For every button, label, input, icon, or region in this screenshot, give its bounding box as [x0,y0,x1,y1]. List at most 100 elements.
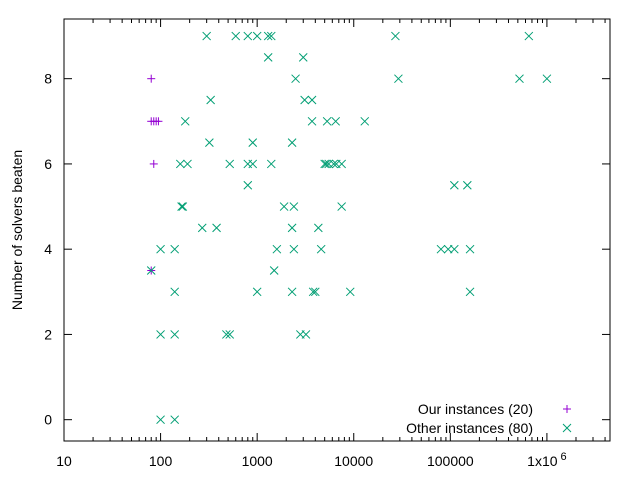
y-axis-ticks: 0 2 4 6 8 [44,71,610,428]
data-point [154,117,163,126]
data-point [248,138,258,147]
data-point [301,330,311,339]
data-point [542,74,552,84]
data-point [170,330,180,339]
series-our-instances [147,74,163,275]
data-point [272,244,282,254]
data-point [263,31,273,41]
legend-marker-other-instances [562,423,572,433]
x-tick-label: 10000 [334,453,373,469]
data-point [394,74,403,84]
data-point [436,244,446,254]
data-point [322,116,332,126]
x-tick-label: 100 [149,453,173,469]
data-point [156,244,165,254]
data-point [449,180,459,190]
x-tick-exponent: 6 [561,451,567,463]
data-point [515,74,524,84]
data-point [320,159,330,169]
data-point [266,159,276,169]
series-layer [146,31,552,425]
data-point [266,31,276,41]
x-tick-label: 100000 [427,453,474,469]
data-point [269,266,279,275]
data-point [178,202,188,211]
data-point [443,244,453,254]
data-point [337,202,347,211]
x-tick-label: 10 [56,453,72,469]
data-point [316,244,326,254]
data-point [449,244,459,254]
y-tick-label: 2 [44,326,52,342]
series-other-instances [146,31,552,425]
y-axis-title: Number of solvers beaten [9,150,25,310]
data-point [225,159,235,169]
data-point [147,74,156,83]
data-point [146,266,156,275]
data-point [170,415,180,425]
data-point [287,223,297,233]
legend-label-other-instances: Other instances (80) [406,420,533,436]
data-point [252,31,262,41]
data-point [156,415,165,425]
data-point [212,223,221,233]
data-point [313,223,323,233]
data-point [331,116,341,126]
data-point [298,53,308,62]
plot-frame [63,18,611,442]
data-point [291,74,300,84]
data-point [524,31,534,41]
data-point [222,330,231,339]
legend-marker-symbol [563,405,571,413]
data-point [287,287,297,297]
data-point [149,159,158,168]
x-tick-label: 1x10 6 [527,451,566,469]
data-point [205,138,214,147]
data-point [307,116,317,126]
data-point [289,202,299,211]
data-point [279,202,289,211]
data-point [360,116,370,126]
data-point [289,244,299,254]
y-tick-label: 8 [44,71,52,87]
x-tick-label: 1000 [242,453,273,469]
data-point [263,53,273,62]
data-point [206,95,216,105]
legend-marker-symbol [562,423,572,433]
data-point [183,159,192,169]
legend: Our instances (20) Other instances (80) [406,401,572,436]
data-point [202,31,212,41]
x-axis-ticks: 10 100 1000 10000 100000 1x10 6 [56,19,606,469]
data-point [465,244,475,254]
data-point [248,159,258,169]
data-point [243,31,253,41]
y-tick-label: 4 [44,241,52,257]
data-point [287,138,297,147]
y-tick-label: 0 [44,412,52,428]
data-point [170,287,180,297]
data-point [321,159,331,169]
data-point [156,330,165,339]
legend-marker-our-instances [563,405,571,413]
data-point [180,116,190,126]
data-point [308,287,318,297]
data-point [177,202,186,211]
data-point [231,31,241,41]
data-point [310,287,320,297]
data-point [391,31,400,41]
data-point [300,95,309,105]
data-point [329,159,339,169]
data-point [337,159,347,169]
data-point [170,244,180,254]
data-point [465,287,475,297]
y-tick-label: 6 [44,156,52,172]
data-point [225,330,235,339]
data-point [307,95,317,105]
data-point [345,287,355,297]
data-point [243,180,253,190]
data-point [462,180,472,190]
legend-label-our-instances: Our instances (20) [418,401,533,417]
data-point [252,287,262,297]
data-point [197,223,207,233]
